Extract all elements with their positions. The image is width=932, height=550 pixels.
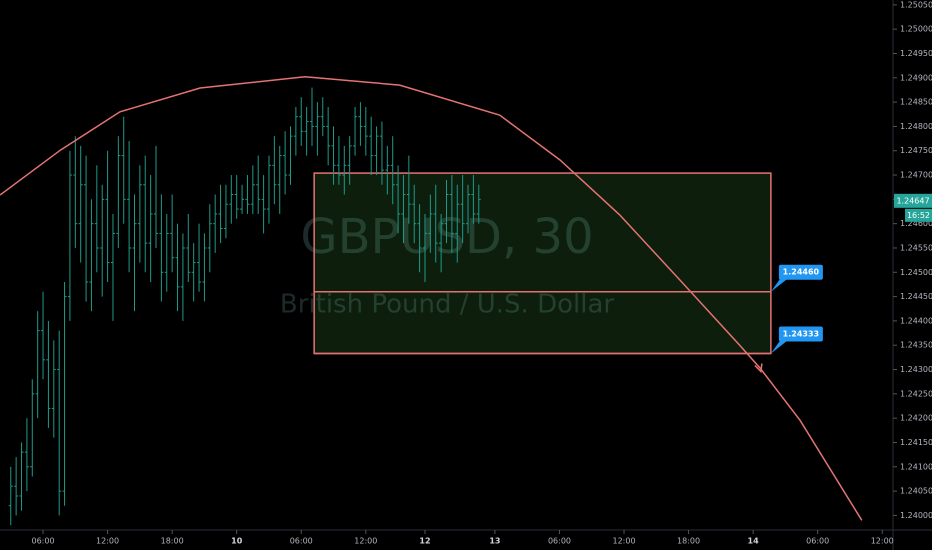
x-tick-label: 18:00 [161,537,184,546]
x-tick-label: 06:00 [32,537,55,546]
y-tick-label: 1.24850 [900,98,932,107]
x-tick-label: 13 [489,537,500,546]
last-price-label: 1.24647 [896,196,929,205]
x-tick-label: 12:00 [871,537,894,546]
y-tick-label: 1.24450 [900,292,932,301]
y-tick-label: 1.24500 [900,268,932,277]
level-label-box [778,326,823,342]
x-tick-label: 14 [748,537,760,546]
last-price-box [894,193,932,208]
x-tick-label: 12:00 [96,537,119,546]
x-tick-label: 10 [231,537,243,546]
y-tick-label: 1.25000 [900,25,932,34]
level-label: 1.24333 [783,329,819,338]
x-tick-label: 06:00 [290,537,313,546]
countdown-label: 16:52 [907,211,930,220]
y-tick-label: 1.24350 [900,341,932,350]
y-tick-label: 1.24750 [900,146,932,155]
level-label-box [778,264,823,280]
y-tick-label: 1.24600 [900,219,932,228]
level-label-pointer [770,339,789,354]
range-box [313,172,772,355]
y-tick-label: 1.25050 [900,0,932,9]
y-tick-label: 1.24900 [900,73,932,82]
y-tick-label: 1.24150 [900,438,932,447]
y-tick-label: 1.24250 [900,389,932,398]
level-label-pointer [770,277,789,292]
y-tick-label: 1.24950 [900,49,932,58]
y-tick-label: 1.24200 [900,414,932,423]
y-tick-label: 1.24100 [900,462,932,471]
x-tick-label: 06:00 [548,537,571,546]
arc-drawing [0,76,863,521]
arrow-head [754,363,763,374]
watermark-description: British Pound / U.S. Dollar [280,290,615,320]
y-tick-label: 1.24550 [900,243,932,252]
y-tick-label: 1.24050 [900,487,932,496]
y-tick-label: 1.24000 [900,511,932,520]
x-tick-label: 06:00 [806,537,829,546]
x-tick-label: 12 [419,537,430,546]
y-tick-label: 1.24800 [900,122,932,131]
x-tick-label: 12:00 [354,537,377,546]
countdown-box [905,208,932,222]
y-tick-label: 1.24400 [900,316,932,325]
y-tick-label: 1.24300 [900,365,932,374]
x-tick-label: 18:00 [677,537,700,546]
x-tick-label: 12:00 [612,537,635,546]
level-label: 1.24460 [783,268,820,277]
y-tick-label: 1.24700 [900,171,932,180]
